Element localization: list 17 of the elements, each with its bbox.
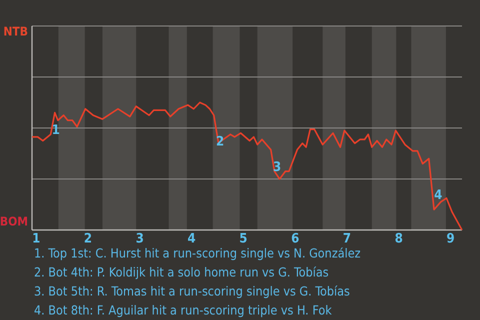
x-tick-label: 5 <box>239 232 248 247</box>
x-tick-label: 3 <box>136 232 144 247</box>
text: 4. Bot 8th: F. Aguilar hit a run-scoring triple vs H. Fok <box>34 302 332 318</box>
annotation: 1 <box>52 123 60 138</box>
annotation: 4 <box>434 188 442 204</box>
x-tick-label: 1 <box>32 232 40 247</box>
x-tick-label: 6 <box>291 232 300 247</box>
x-tick-label: 7 <box>342 232 352 247</box>
text: NTB <box>3 24 28 38</box>
x-tick-label: 4 <box>187 232 196 247</box>
text: 3. Bot 5th: R. Tomas hit a run-scoring single vs G. Tobías <box>34 283 350 298</box>
x-tick-label: 9 <box>446 232 455 247</box>
x-tick-label: 2 <box>84 232 92 247</box>
x-tick-label: 8 <box>394 232 403 247</box>
text: 1. Top 1st: C. Hurst hit a run-scoring single vs N. González <box>34 245 361 260</box>
text: BOM <box>0 214 28 228</box>
text: 2. Bot 4th: P. Koldijk hit a solo home run vs G. Tobías <box>34 264 329 280</box>
